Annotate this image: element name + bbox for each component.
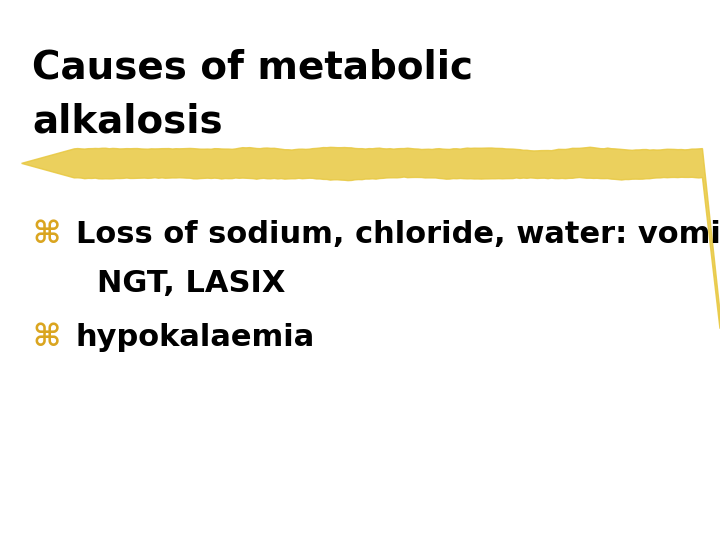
Polygon shape	[22, 147, 720, 329]
Text: Loss of sodium, chloride, water: vomiting,: Loss of sodium, chloride, water: vomitin…	[76, 220, 720, 249]
Text: alkalosis: alkalosis	[32, 103, 223, 140]
Text: NGT, LASIX: NGT, LASIX	[97, 269, 286, 298]
Text: hypokalaemia: hypokalaemia	[76, 323, 315, 352]
Text: Causes of metabolic: Causes of metabolic	[32, 49, 474, 86]
Text: ⌘: ⌘	[32, 220, 60, 249]
Text: ⌘: ⌘	[32, 323, 60, 352]
